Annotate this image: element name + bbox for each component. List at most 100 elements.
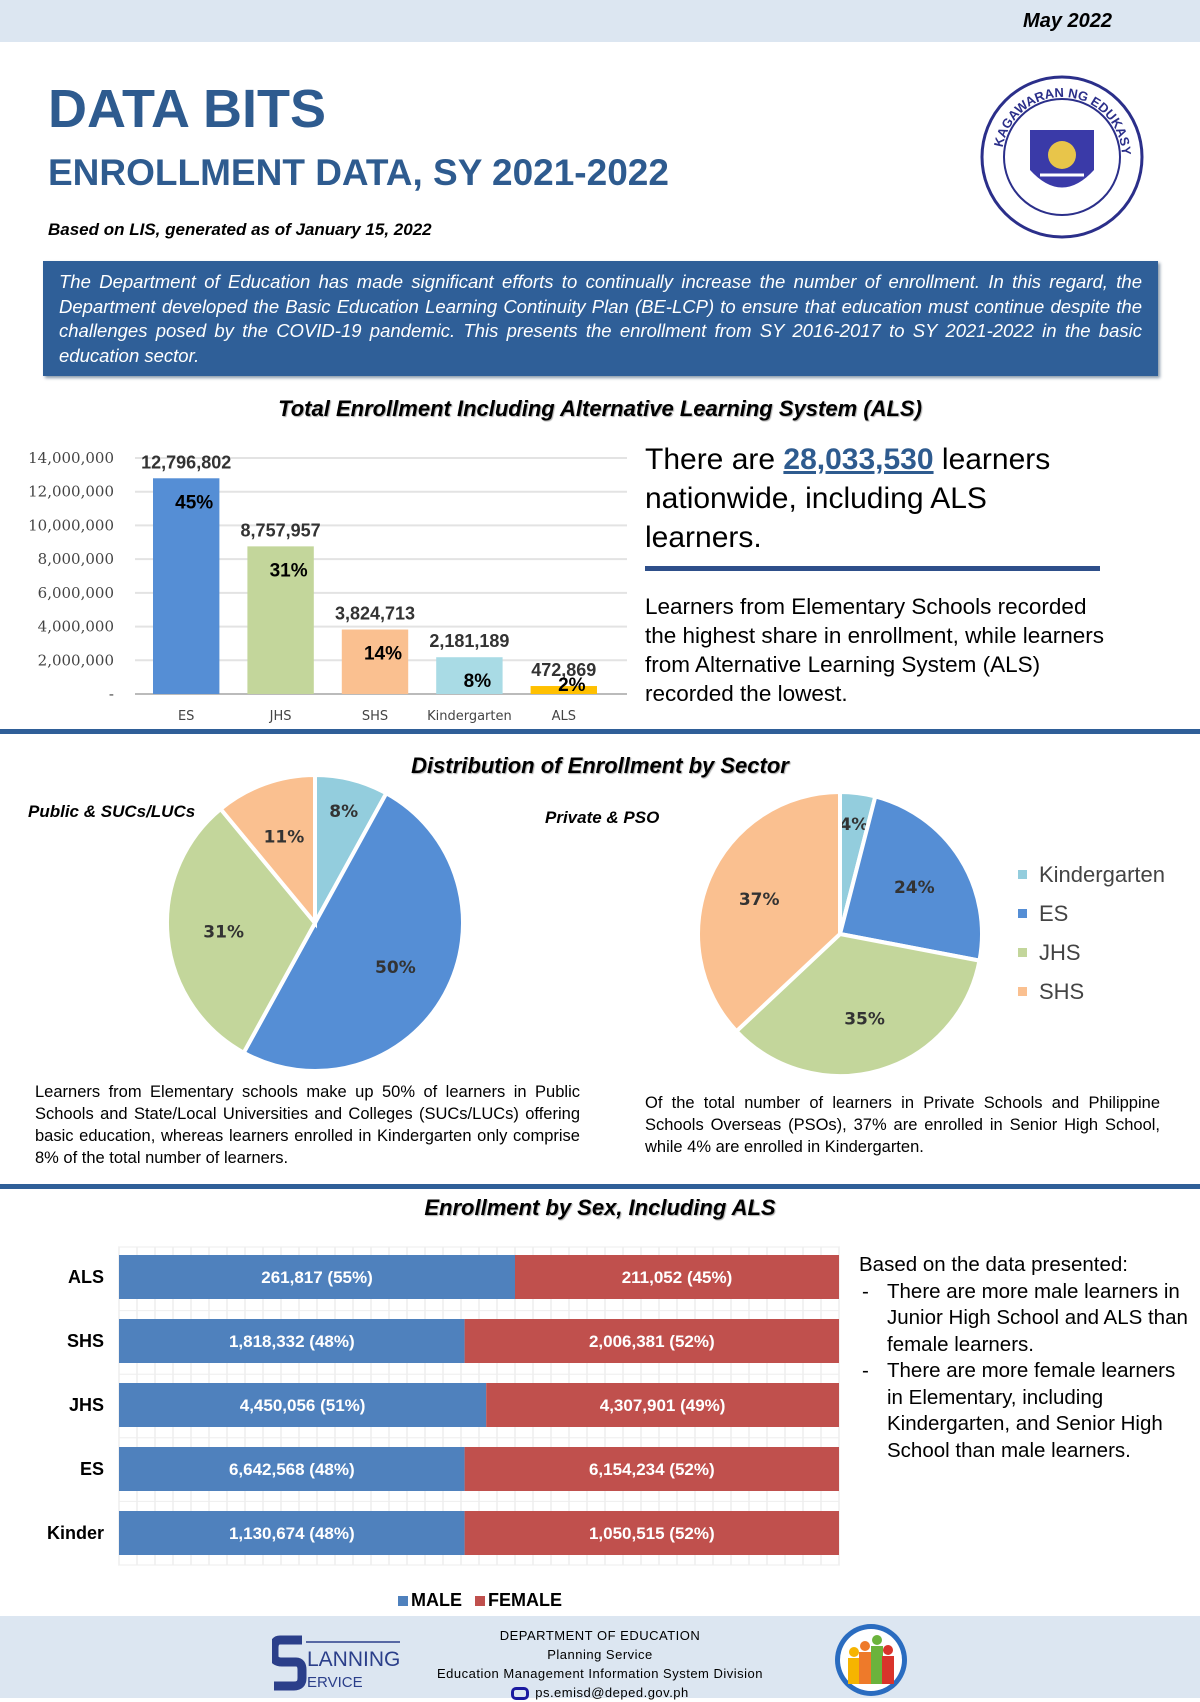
enrollment-chart-title: Total Enrollment Including Alternative L… xyxy=(278,396,922,421)
y-tick-label: - xyxy=(109,685,114,703)
bar-value-label: 8,757,957 xyxy=(241,520,321,540)
bar-male-kinder xyxy=(119,1511,465,1555)
private-description: Of the total number of learners in Priva… xyxy=(645,1094,1160,1156)
total-prefix: There are xyxy=(645,443,784,476)
bar-percent-label: 45% xyxy=(175,492,213,513)
bar-male-es xyxy=(119,1447,465,1491)
bar-value-label: 6,642,568 (48%) xyxy=(229,1460,355,1479)
bar-jhs xyxy=(247,546,314,694)
pie-legend: Kindergarten ES JHS SHS xyxy=(1018,855,1165,1011)
pie-slice-jhs xyxy=(165,806,318,1056)
bar-female-jhs xyxy=(486,1383,839,1427)
y-tick-label: 2,000,000 xyxy=(38,651,114,669)
enrollment-by-sex-chart: ALS 261,817 (55%) 211,052 (45%) SHS 1,818,33… xyxy=(47,1246,840,1566)
divider xyxy=(645,566,1100,571)
y-tick-label: 14,000,000 xyxy=(28,449,114,467)
bar-value-label: 472,869 xyxy=(531,660,596,680)
bar-value-label: 1,818,332 (48%) xyxy=(229,1332,355,1351)
bar-female-als xyxy=(515,1255,839,1299)
svg-text:LANNING: LANNING xyxy=(307,1648,400,1671)
pie-slice-label: 37% xyxy=(739,890,780,910)
pie-slice-shs xyxy=(696,789,842,1035)
footer-email[interactable]: ps.emisd@deped.gov.ph xyxy=(535,1685,689,1700)
public-pie-title: Public & SUCs/LUCs xyxy=(28,802,196,821)
y-category-label: ALS xyxy=(68,1267,104,1287)
bar-percent-label: 14% xyxy=(364,644,402,665)
sex-chart-title: Enrollment by Sex, Including ALS xyxy=(424,1195,776,1220)
legend-es: ES xyxy=(1018,894,1165,933)
footer-email-row: ps.emisd@deped.gov.ph xyxy=(420,1683,780,1702)
x-tick-label: ALS xyxy=(552,709,576,724)
legend-jhs: JHS xyxy=(1018,933,1165,972)
pie-slice-es xyxy=(837,794,984,963)
y-tick-label: 4,000,000 xyxy=(38,618,114,636)
legend-swatch xyxy=(1018,987,1027,996)
pie-slice-shs xyxy=(217,772,317,929)
public-description: Learners from Elementary schools make up… xyxy=(35,1083,580,1167)
legend-kindergarten: Kindergarten xyxy=(1018,855,1165,894)
pie-slice-label: 31% xyxy=(203,923,244,943)
y-category-label: SHS xyxy=(67,1331,104,1351)
top-bar xyxy=(0,0,1200,42)
sex-point: There are more female learners in Elemen… xyxy=(859,1358,1194,1464)
bar-value-label: 4,450,056 (51%) xyxy=(240,1396,366,1415)
bar-value-label: 4,307,901 (49%) xyxy=(600,1396,726,1415)
bar-female-shs xyxy=(464,1319,839,1363)
footer xyxy=(0,1616,1200,1698)
legend-swatch xyxy=(1018,870,1027,879)
private-pie-chart: 4% 24% 35% 37% xyxy=(696,789,984,1078)
y-tick-label: 12,000,000 xyxy=(28,483,114,501)
sector-title: Distribution of Enrollment by Sector xyxy=(411,753,789,778)
page-title: DATA BITS xyxy=(48,79,326,139)
page-subtitle: ENROLLMENT DATA, SY 2021-2022 xyxy=(48,152,669,193)
bar-percent-label: 2% xyxy=(558,675,586,696)
y-tick-label: 6,000,000 xyxy=(38,584,114,602)
bar-es xyxy=(153,478,220,694)
public-pie-chart: 8% 50% 31% 11% xyxy=(165,772,465,1073)
pie-slice-label: 11% xyxy=(264,828,305,848)
intro-box: The Department of Education has made sig… xyxy=(43,261,1158,376)
bar-value-label: 2,006,381 (52%) xyxy=(589,1332,715,1351)
bar-shs xyxy=(341,629,409,694)
pie-slice-label: 50% xyxy=(375,958,416,978)
legend-label: JHS xyxy=(1039,939,1081,965)
footer-service: Planning Service xyxy=(547,1647,653,1662)
x-tick-label: SHS xyxy=(362,709,388,724)
pie-slice-label: 35% xyxy=(844,1010,885,1030)
total-suffix: learners nationwide, including ALS learn… xyxy=(645,443,1051,554)
planning-service-logo: LANNING ERVICE xyxy=(272,1635,400,1691)
bar-male-shs xyxy=(119,1319,465,1363)
y-tick-label: 10,000,000 xyxy=(28,516,114,534)
bar-percent-label: 8% xyxy=(464,671,492,692)
sex-point: There are more male learners in Junior H… xyxy=(859,1279,1194,1359)
sex-summary: Based on the data presented: There are m… xyxy=(859,1252,1194,1464)
bar-kindergarten xyxy=(436,657,503,694)
x-tick-label: JHS xyxy=(269,709,292,724)
data-source-note: Based on LIS, generated as of January 15… xyxy=(48,220,432,239)
bar-female-es xyxy=(464,1447,839,1491)
sex-summary-intro: Based on the data presented: xyxy=(859,1253,1128,1276)
x-tick-label: Kindergarten xyxy=(427,709,512,724)
legend-male: MALE xyxy=(397,1590,462,1610)
deped-seal-logo: KAGAWARAN NG EDUKASYON xyxy=(980,75,1144,239)
legend-shs: SHS xyxy=(1018,972,1165,1011)
total-learners-statement: There are 28,033,530 learners nationwide… xyxy=(645,440,1105,557)
y-category-label: ES xyxy=(80,1459,104,1479)
legend-label: Kindergarten xyxy=(1039,861,1165,887)
bar-value-label: 6,154,234 (52%) xyxy=(589,1460,715,1479)
emisd-logo xyxy=(835,1624,907,1696)
pie-slice-label: 4% xyxy=(839,815,868,835)
private-pie-title: Private & PSO xyxy=(545,808,660,827)
bar-value-label: 2,181,189 xyxy=(429,631,509,651)
bar-female-kinder xyxy=(464,1511,839,1555)
legend-label: SHS xyxy=(1039,978,1085,1004)
legend-swatch xyxy=(1018,948,1027,957)
total-description: Learners from Elementary Schools recorde… xyxy=(645,594,1104,706)
bar-value-label: 12,796,802 xyxy=(141,452,231,472)
x-tick-label: ES xyxy=(178,709,194,724)
bar-male-als xyxy=(119,1255,515,1299)
bar-als xyxy=(530,686,597,694)
legend-swatch xyxy=(1018,909,1027,918)
svg-text:ERVICE: ERVICE xyxy=(307,1674,363,1691)
y-category-label: Kinder xyxy=(47,1523,104,1543)
